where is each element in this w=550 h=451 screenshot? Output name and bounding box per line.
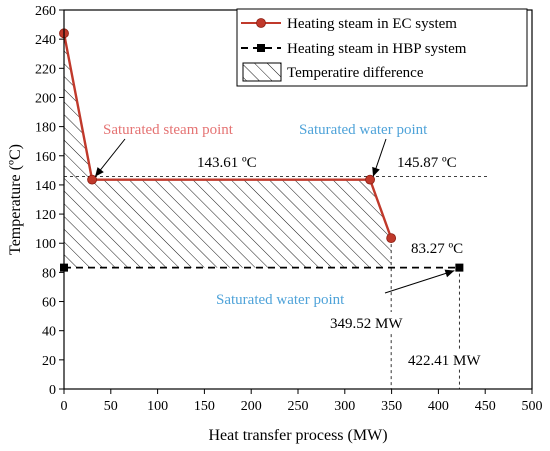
legend-hatch-swatch [242, 62, 282, 82]
x-tick-label: 400 [428, 399, 449, 414]
saturated-steam-arrowhead [95, 167, 104, 177]
x-tick-label: 50 [104, 399, 118, 414]
saturated-water-hbp-arrowhead [444, 269, 455, 278]
saturated-water-ec-arrowhead [372, 166, 380, 177]
x-tick-label: 300 [334, 399, 355, 414]
legend-hbp-label: Heating steam in HBP system [287, 41, 467, 57]
y-tick-label: 220 [35, 62, 56, 77]
power-label-422: 422.41 MW [408, 353, 481, 369]
y-tick-label: 160 [35, 150, 56, 165]
x-tick-label: 250 [288, 399, 309, 414]
saturated-water-ec-label-box [296, 117, 468, 139]
y-tick-label: 60 [42, 296, 56, 311]
x-tick-label: 500 [522, 399, 543, 414]
y-tick-label: 20 [42, 354, 56, 369]
series-ec-point [365, 174, 375, 185]
reference-guides [64, 175, 490, 389]
saturated-water-hbp-label: Saturated water point [216, 292, 345, 308]
y-axis-ticks: 0 20 40 60 80 100 120 140 160 180 200 220 240 260 [35, 4, 64, 398]
saturated-steam-label-box [100, 117, 272, 139]
y-tick-label: 140 [35, 179, 56, 194]
x-tick-label: 100 [147, 399, 168, 414]
series-ec-point [386, 233, 397, 244]
temperature-difference-region [64, 33, 392, 268]
x-tick-label: 350 [381, 399, 402, 414]
legend-hatch-label: Temperatire difference [287, 65, 424, 81]
series-ec-line [62, 33, 393, 239]
legend-box [236, 8, 528, 87]
y-tick-label: 240 [35, 33, 56, 48]
y-tick-label: 260 [35, 4, 56, 19]
legend-hbp-marker [257, 44, 265, 52]
saturated-water-hbp-label-box [213, 287, 385, 309]
legend-ec-marker [256, 18, 266, 28]
temperature-label-145: 145.87 ºC [397, 155, 457, 171]
x-axis-ticks: 0 50 100 150 200 250 300 350 400 450 500 [61, 389, 543, 414]
x-axis-title: Heat transfer process (MW) [208, 427, 387, 444]
temperature-label-143: 143.61 ºC [197, 155, 257, 171]
y-tick-label: 200 [35, 91, 56, 106]
temperature-label-83: 83.27 ºC [411, 241, 463, 257]
annotations: Saturated steam point Saturated water po… [94, 117, 490, 369]
power-label-422-box [406, 349, 490, 369]
y-tick-label: 80 [42, 266, 56, 281]
legend-ec-label: Heating steam in EC system [287, 16, 457, 32]
saturated-water-ec-label: Saturated water point [299, 122, 428, 138]
y-tick-label: 100 [35, 237, 56, 252]
power-label-349: 349.52 MW [330, 316, 403, 332]
x-tick-label: 0 [61, 399, 68, 414]
x-tick-label: 450 [475, 399, 496, 414]
legend: Heating steam in EC system Heating steam… [236, 8, 528, 87]
power-label-349-box [328, 312, 412, 332]
y-tick-label: 180 [35, 121, 56, 136]
y-tick-label: 120 [35, 208, 56, 223]
series-ec-point [87, 174, 97, 185]
y-tick-label: 40 [42, 325, 56, 340]
y-axis-title: Temperature (ºC) [7, 144, 24, 255]
series-hbp-point [455, 263, 464, 272]
x-tick-label: 200 [241, 399, 262, 414]
x-tick-label: 150 [194, 399, 215, 414]
y-tick-label: 0 [49, 383, 56, 398]
saturated-water-hbp-arrow [384, 270, 455, 294]
saturated-steam-label: Saturated steam point [103, 122, 234, 138]
